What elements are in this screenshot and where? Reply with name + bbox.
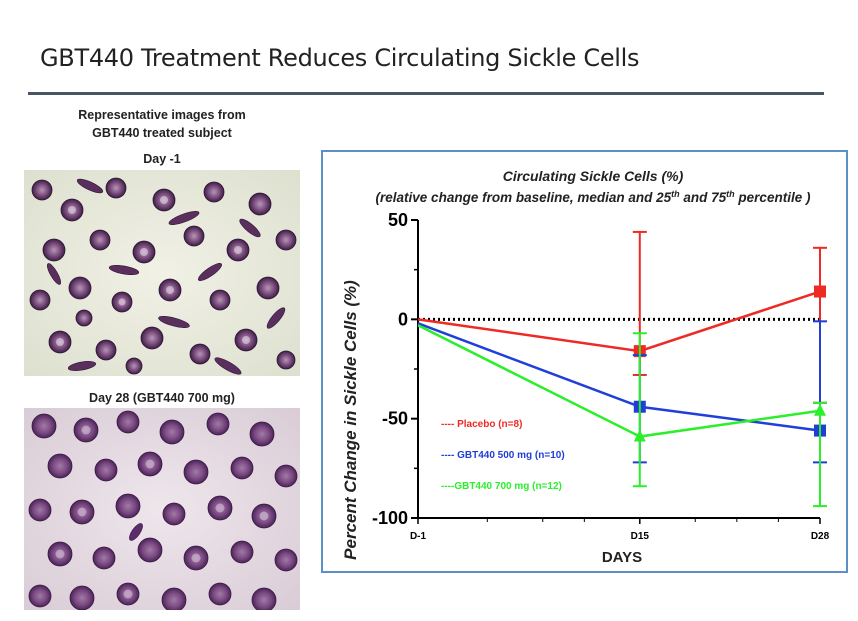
line-chart: Circulating Sickle Cells (%) (relative c…: [341, 168, 830, 566]
series-1-line: [417, 322, 821, 432]
y-axis-label: Percent Change in Sickle Cells (%): [341, 280, 360, 560]
chart-panel: Circulating Sickle Cells (%) (relative c…: [321, 150, 848, 573]
series-2-marker: [814, 403, 826, 416]
y-tick-label: 0: [398, 309, 408, 329]
x-tick-label: D15: [631, 531, 650, 542]
y-tick-label: -50: [382, 409, 408, 429]
slide-title: GBT440 Treatment Reduces Circulating Sic…: [40, 44, 640, 72]
x-tick-label: D-1: [410, 531, 427, 542]
series-0-marker: [814, 285, 826, 298]
after-image-label: Day 28 (GBT440 700 mg): [89, 391, 235, 405]
series-2-marker: [633, 429, 646, 442]
before-image-label: Day -1: [143, 152, 181, 166]
y-tick-label: 50: [388, 210, 408, 230]
chart-title: Circulating Sickle Cells (%): [503, 168, 684, 184]
series-2-legend-label: ----GBT440 700 mg (n=12): [441, 481, 562, 492]
blood-smear-day28-image: [24, 408, 300, 610]
images-caption-line2: GBT440 treated subject: [92, 126, 232, 140]
series-1-legend-label: ---- GBT440 500 mg (n=10): [441, 450, 565, 461]
blood-smear-day-minus1-image: [24, 170, 300, 376]
title-divider: [28, 92, 824, 95]
series-0-line: [417, 290, 821, 353]
chart-subtitle: (relative change from baseline, median a…: [376, 189, 811, 205]
x-axis-label: DAYS: [602, 549, 642, 566]
x-tick-label: D28: [811, 531, 830, 542]
series-0-legend-label: ---- Placebo (n=8): [441, 419, 522, 430]
images-caption-line1: Representative images from: [78, 108, 246, 122]
y-tick-label: -100: [372, 508, 408, 528]
